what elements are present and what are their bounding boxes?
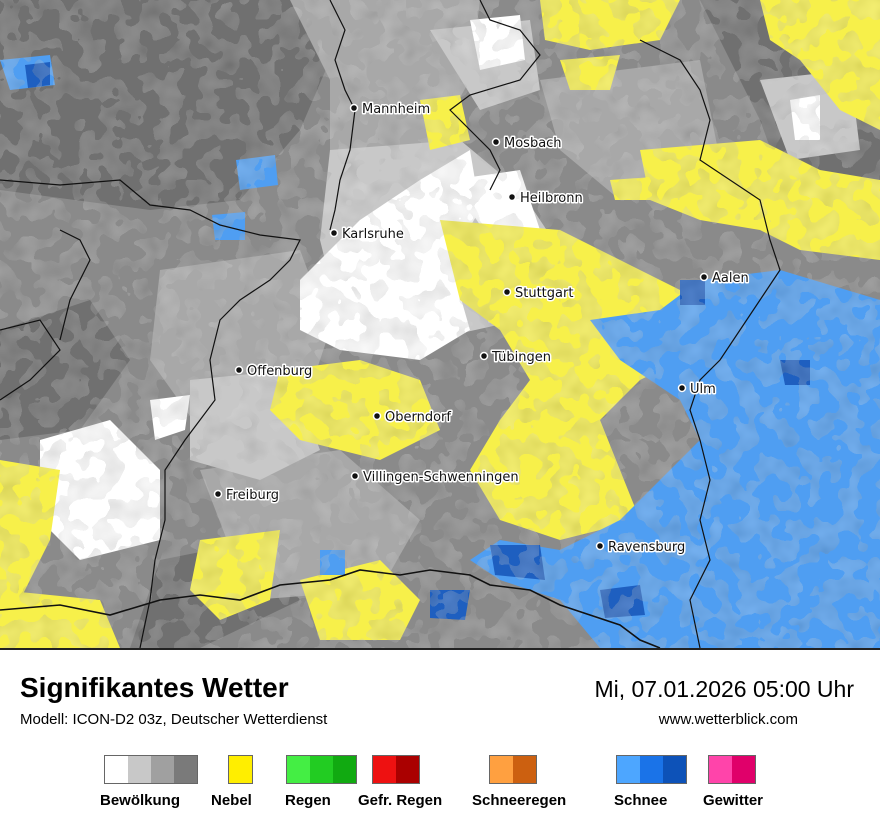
city-label: Tübingen <box>491 350 551 365</box>
legend-swatch <box>229 756 252 783</box>
city-dot <box>491 137 501 147</box>
legend-swatch <box>174 756 197 783</box>
city-dot <box>502 287 512 297</box>
legend-swatches <box>228 755 253 784</box>
legend-swatches <box>616 755 687 784</box>
legend-swatch <box>617 756 640 783</box>
legend-swatches <box>286 755 357 784</box>
city-marker: Stuttgart <box>502 285 575 303</box>
city-marker: Tübingen <box>479 349 553 367</box>
legend-swatch <box>310 756 333 783</box>
city-dot <box>349 103 359 113</box>
city-label: Karlsruhe <box>342 227 404 242</box>
city-label: Heilbronn <box>520 191 583 206</box>
city-marker: Oberndorf <box>372 409 453 427</box>
city-label: Aalen <box>712 271 749 286</box>
city-marker: Aalen <box>699 270 750 288</box>
legend-label: Schnee <box>614 792 668 809</box>
city-marker: Mannheim <box>349 101 432 119</box>
weather-map: Mannheim Mosbach Heilbronn Karlsruhe Aalen St… <box>0 0 880 648</box>
legend-swatches <box>104 755 198 784</box>
city-dot <box>507 192 517 202</box>
legend-swatch <box>663 756 686 783</box>
city-markers: Mannheim Mosbach Heilbronn Karlsruhe Aalen St… <box>213 101 750 557</box>
city-label: Stuttgart <box>515 286 573 301</box>
city-dot <box>699 272 709 282</box>
legend-swatch <box>373 756 396 783</box>
city-dot <box>479 351 489 361</box>
city-dot <box>213 489 223 499</box>
legend-swatch <box>287 756 310 783</box>
legend-label: Nebel <box>211 792 252 809</box>
legend-swatches <box>372 755 420 784</box>
legend-swatch <box>640 756 663 783</box>
city-label: Mosbach <box>504 136 562 151</box>
forecast-datetime: Mi, 07.01.2026 05:00 Uhr <box>594 676 854 702</box>
model-info: Modell: ICON-D2 03z, Deutscher Wetterdie… <box>20 711 328 728</box>
legend-label: Regen <box>285 792 331 809</box>
legend: Bewölkung Nebel Regen Gefr. Regen Schneerege… <box>0 755 880 825</box>
weather-map-canvas: Mannheim Mosbach Heilbronn Karlsruhe Aalen St… <box>0 0 880 648</box>
city-dot <box>329 228 339 238</box>
city-marker: Freiburg <box>213 487 281 505</box>
legend-swatches <box>489 755 537 784</box>
legend-swatch <box>513 756 536 783</box>
city-marker: Ulm <box>677 381 717 399</box>
city-label: Ravensburg <box>608 540 685 555</box>
city-marker: Mosbach <box>491 135 563 153</box>
city-marker: Heilbronn <box>507 190 584 208</box>
city-dot <box>372 411 382 421</box>
website-link[interactable]: www.wetterblick.com <box>658 711 798 728</box>
city-marker: Ravensburg <box>595 539 687 557</box>
footer-divider <box>0 648 880 650</box>
map-title: Signifikantes Wetter <box>20 672 289 703</box>
legend-label: Gefr. Regen <box>358 792 443 809</box>
legend-swatch <box>128 756 151 783</box>
legend-swatch <box>709 756 732 783</box>
city-label: Mannheim <box>362 102 430 117</box>
country-border <box>0 569 661 648</box>
legend-swatch <box>396 756 419 783</box>
legend-label: Schneeregen <box>472 792 567 809</box>
city-dot <box>350 471 360 481</box>
city-marker: Villingen-Schwenningen <box>350 469 520 487</box>
legend-swatches <box>708 755 756 784</box>
city-label: Freiburg <box>226 488 279 503</box>
city-label: Villingen-Schwenningen <box>363 470 519 485</box>
legend-swatch <box>105 756 128 783</box>
city-marker: Karlsruhe <box>329 226 405 244</box>
city-label: Oberndorf <box>385 410 451 425</box>
legend-label: Bewölkung <box>100 792 181 809</box>
city-dot <box>234 365 244 375</box>
city-dot <box>595 541 605 551</box>
map-texture <box>0 0 880 648</box>
state-borders <box>0 0 781 648</box>
city-dot <box>677 383 687 393</box>
legend-swatch <box>151 756 174 783</box>
city-label: Offenburg <box>247 364 312 379</box>
legend-swatch <box>490 756 513 783</box>
legend-swatch <box>333 756 356 783</box>
legend-label: Gewitter <box>703 792 764 809</box>
city-marker: Offenburg <box>234 363 314 381</box>
legend-swatch <box>732 756 755 783</box>
city-label: Ulm <box>690 382 716 397</box>
